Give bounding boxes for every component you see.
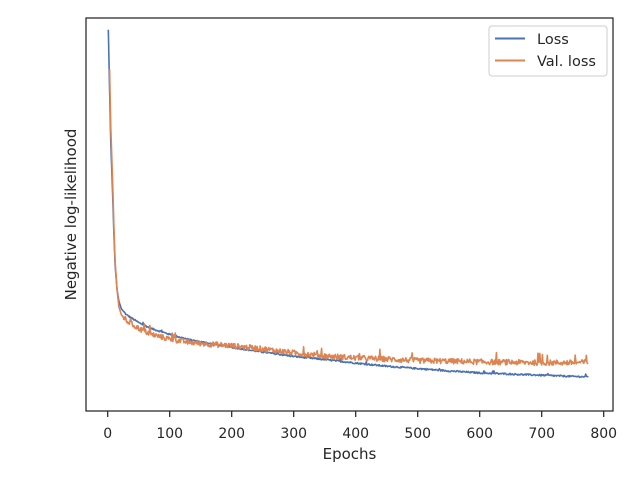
- series-line-loss: [107, 29, 589, 379]
- legend-label-loss: Loss: [537, 32, 569, 48]
- legend-label-val-loss: Val. loss: [537, 54, 596, 70]
- y-axis-label: Negative log-likelihood: [62, 129, 80, 301]
- x-tick-label-800: 800: [590, 426, 617, 442]
- x-tick-label-700: 700: [528, 426, 555, 442]
- series-layer: [107, 29, 589, 379]
- plot-frame: [85, 17, 614, 412]
- x-tick-label-300: 300: [280, 426, 307, 442]
- x-tick-label-400: 400: [342, 426, 369, 442]
- x-tick-label-600: 600: [466, 426, 493, 442]
- x-tick-label-0: 0: [103, 426, 112, 442]
- x-axis: 0 100 200 300 400 500 600 700 800: [103, 411, 617, 442]
- plot-area: [85, 17, 614, 412]
- legend: Loss Val. loss: [488, 25, 608, 77]
- plot-background: [86, 18, 613, 411]
- x-tick-label-100: 100: [156, 426, 183, 442]
- x-tick-label-500: 500: [404, 426, 431, 442]
- x-axis-label: Epochs: [323, 445, 377, 463]
- x-tick-label-200: 200: [218, 426, 245, 442]
- series-line-val-loss: [108, 69, 589, 367]
